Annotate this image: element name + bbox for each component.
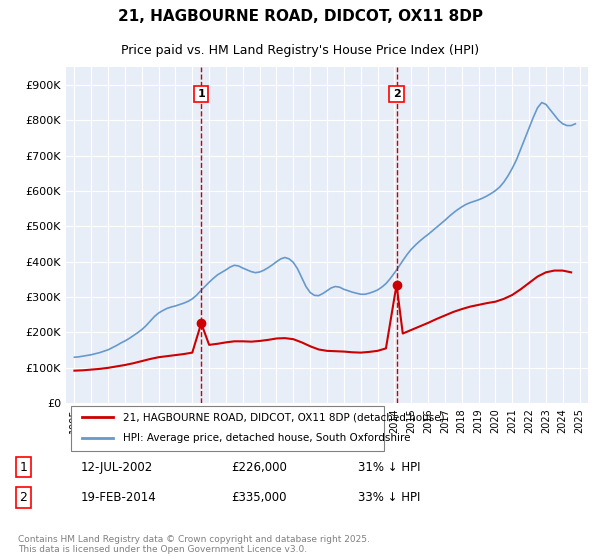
Text: 1: 1 bbox=[197, 89, 205, 99]
FancyBboxPatch shape bbox=[71, 405, 385, 451]
Text: 31% ↓ HPI: 31% ↓ HPI bbox=[358, 460, 420, 474]
Text: 12-JUL-2002: 12-JUL-2002 bbox=[81, 460, 154, 474]
Text: HPI: Average price, detached house, South Oxfordshire: HPI: Average price, detached house, Sout… bbox=[124, 433, 411, 444]
Text: Contains HM Land Registry data © Crown copyright and database right 2025.
This d: Contains HM Land Registry data © Crown c… bbox=[18, 534, 370, 554]
Text: 2: 2 bbox=[20, 491, 28, 504]
Text: 33% ↓ HPI: 33% ↓ HPI bbox=[358, 491, 420, 504]
Text: £226,000: £226,000 bbox=[231, 460, 287, 474]
Text: 21, HAGBOURNE ROAD, DIDCOT, OX11 8DP (detached house): 21, HAGBOURNE ROAD, DIDCOT, OX11 8DP (de… bbox=[124, 412, 445, 422]
Text: £335,000: £335,000 bbox=[231, 491, 286, 504]
Text: Price paid vs. HM Land Registry's House Price Index (HPI): Price paid vs. HM Land Registry's House … bbox=[121, 44, 479, 57]
Text: 21, HAGBOURNE ROAD, DIDCOT, OX11 8DP: 21, HAGBOURNE ROAD, DIDCOT, OX11 8DP bbox=[118, 10, 482, 24]
Text: 1: 1 bbox=[20, 460, 28, 474]
Text: 2: 2 bbox=[392, 89, 400, 99]
Text: 19-FEB-2014: 19-FEB-2014 bbox=[81, 491, 157, 504]
